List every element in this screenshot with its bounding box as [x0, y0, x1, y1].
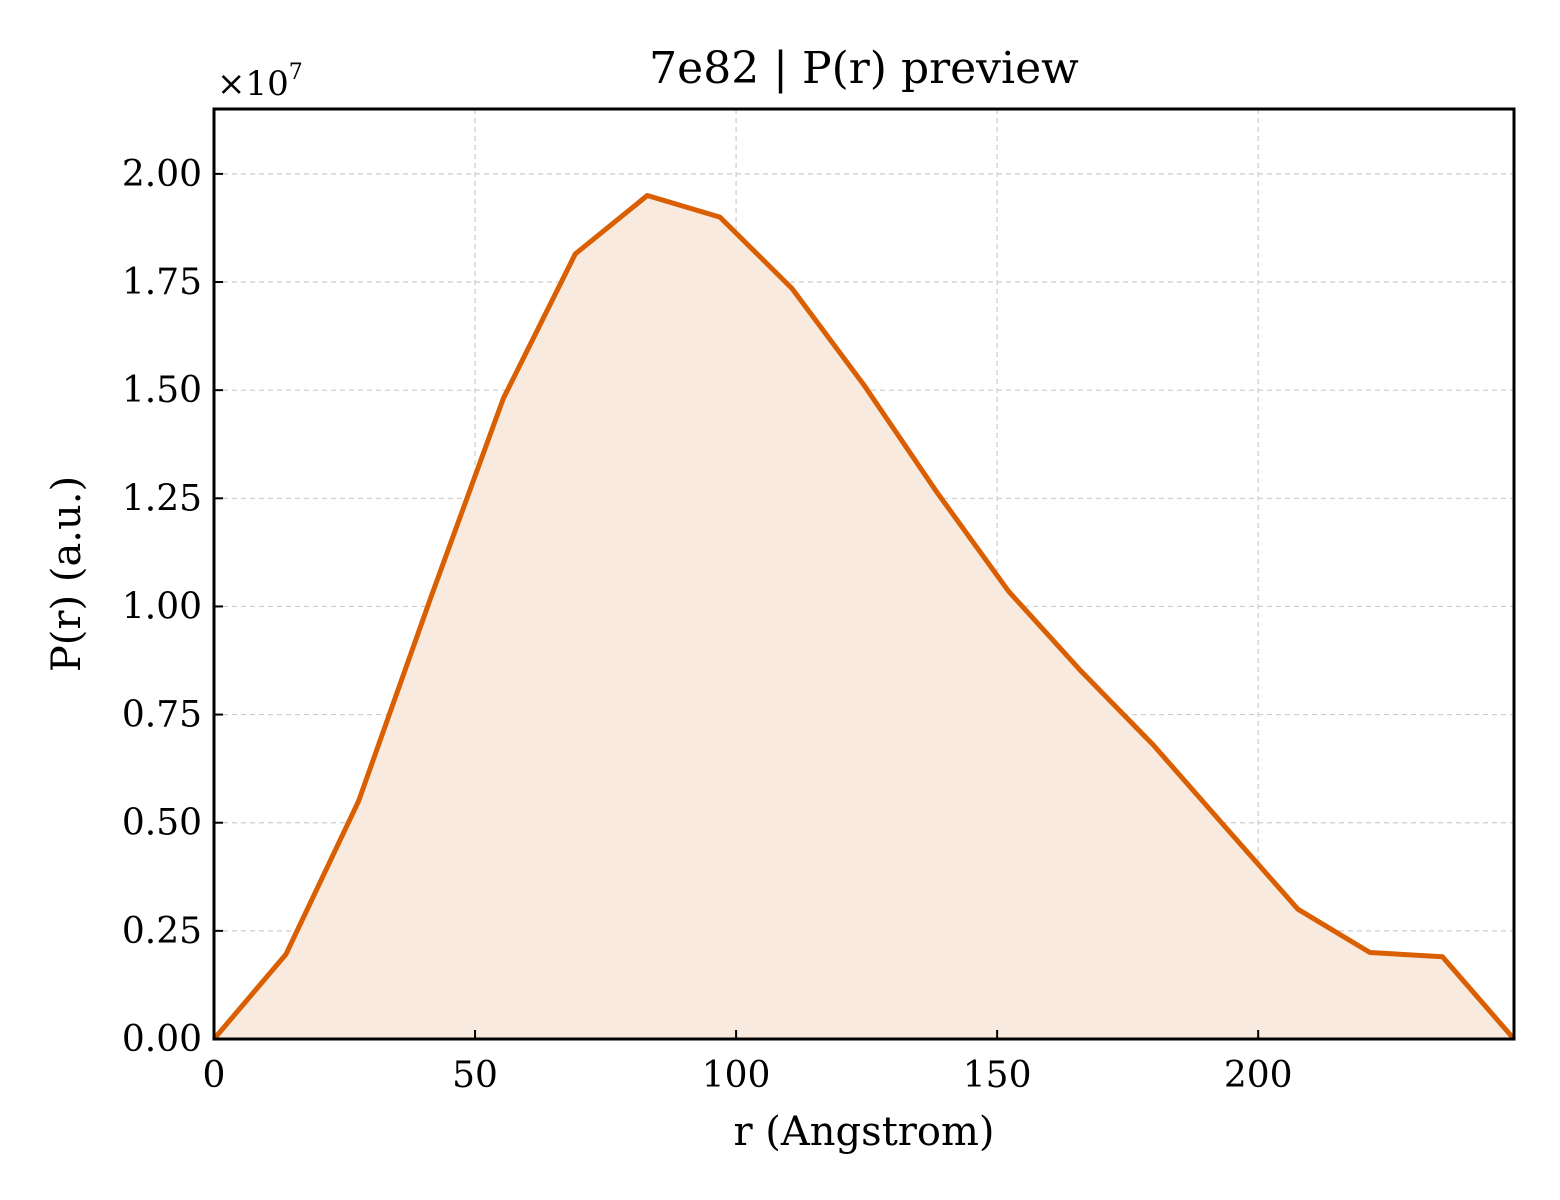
pr-data-point — [863, 385, 866, 387]
x-tick-label: 100 — [702, 1055, 771, 1096]
pr-data-point — [719, 216, 721, 218]
pr-data-point — [285, 953, 287, 955]
ticks: 0 50 100 150 200 0.00 0.25 0.50 0.75 1.00 1.25 1.50… — [122, 154, 1293, 1096]
area-layer — [212, 193, 1516, 1041]
x-tick-label: 0 — [203, 1055, 226, 1096]
pr-data-point — [430, 597, 432, 599]
y-axis-label: P(r) (a.u.) — [44, 476, 90, 672]
y-tick-label: 1.25 — [122, 478, 202, 519]
pr-data-point — [646, 194, 648, 197]
x-axis-label: r (Angstrom) — [733, 1109, 994, 1155]
pr-data-point — [1441, 956, 1444, 958]
y-tick-label: 1.00 — [122, 586, 202, 627]
pr-data-point — [1080, 670, 1082, 672]
y-tick-label: 0.00 — [122, 1019, 202, 1060]
pr-data-point — [358, 800, 360, 802]
pr-data-point — [1369, 951, 1371, 954]
y-offset-label: ×107 — [217, 60, 303, 104]
pr-area-fill — [214, 195, 1514, 1039]
y-tick-label: 1.75 — [122, 262, 202, 303]
y-offset-base: ×10 — [217, 64, 289, 104]
y-tick-label: 0.25 — [122, 911, 202, 952]
x-tick-label: 150 — [963, 1055, 1032, 1096]
y-tick-label: 2.00 — [122, 154, 202, 195]
y-tick-label: 1.50 — [122, 370, 202, 411]
x-tick-label: 200 — [1224, 1055, 1293, 1096]
pr-data-point — [1152, 744, 1154, 746]
y-offset-exponent: 7 — [289, 60, 303, 85]
y-tick-label: 0.75 — [122, 695, 202, 736]
y-tick-label: 0.50 — [122, 803, 202, 844]
pr-data-point — [1224, 826, 1226, 828]
pr-data-point — [1008, 590, 1010, 592]
pr-data-point — [502, 398, 504, 400]
chart-title: 7e82 | P(r) preview — [649, 43, 1079, 94]
x-tick-label: 50 — [452, 1055, 498, 1096]
pr-data-point — [791, 287, 793, 290]
pr-data-point — [574, 253, 576, 255]
pr-data-point — [1297, 908, 1299, 910]
pr-data-point — [935, 491, 938, 493]
plot-frame — [212, 107, 1516, 1041]
